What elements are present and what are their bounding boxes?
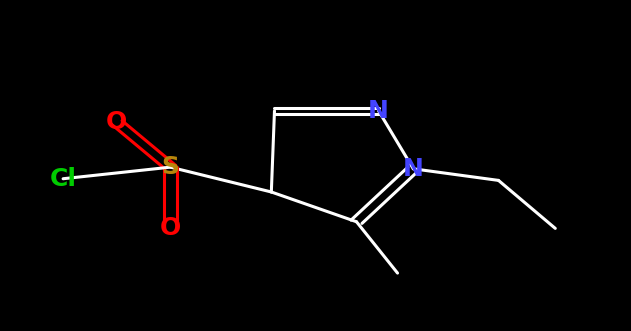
- Text: Cl: Cl: [50, 167, 76, 191]
- Text: N: N: [403, 157, 424, 181]
- Text: S: S: [162, 155, 179, 179]
- Text: O: O: [160, 216, 181, 240]
- Text: O: O: [106, 111, 127, 134]
- Text: N: N: [368, 99, 389, 123]
